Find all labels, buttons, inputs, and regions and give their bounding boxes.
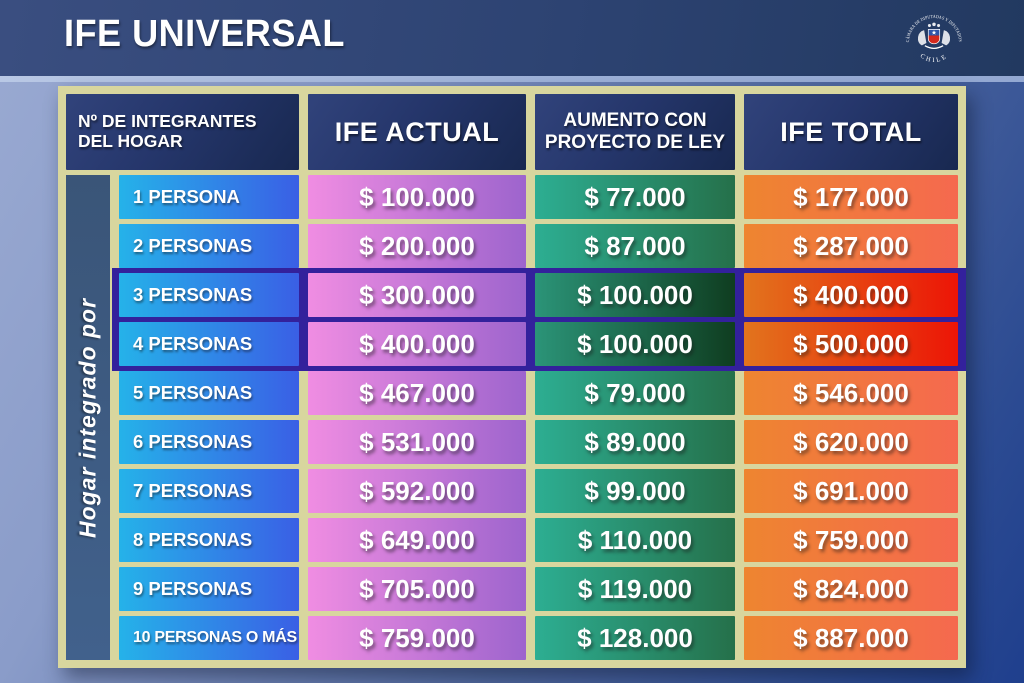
ife-actual-cell: $ 200.000 — [308, 224, 526, 268]
ife-total-cell: $ 546.000 — [744, 371, 958, 415]
row-group-label: Hogar integrado por — [66, 175, 110, 660]
aumento-cell-highlighted: $ 100.000 — [535, 322, 735, 366]
household-size-cell: 6 PERSONAS — [119, 420, 299, 464]
household-size-cell: 7 PERSONAS — [119, 469, 299, 513]
household-size-cell: 9 PERSONAS — [119, 567, 299, 611]
ife-actual-cell: $ 467.000 — [308, 371, 526, 415]
svg-text:CHILE: CHILE — [919, 52, 950, 64]
ife-total-cell: $ 824.000 — [744, 567, 958, 611]
chamber-seal-graphic: CÁMARA DE DIPUTADAS Y DIPUTADOS CHILE — [905, 14, 963, 64]
aumento-cell: $ 87.000 — [535, 224, 735, 268]
col-header-integrantes: Nº DE INTEGRANTES DEL HOGAR — [66, 94, 299, 170]
aumento-cell: $ 89.000 — [535, 420, 735, 464]
aumento-cell: $ 77.000 — [535, 175, 735, 219]
ife-actual-cell: $ 592.000 — [308, 469, 526, 513]
ife-total-cell-highlighted: $ 500.000 — [744, 322, 958, 366]
ife-actual-cell: $ 759.000 — [308, 616, 526, 660]
household-size-cell-highlighted: 3 PERSONAS — [119, 273, 299, 317]
household-size-cell: 10 PERSONAS O MÁS — [119, 616, 299, 660]
header-divider — [0, 76, 1024, 82]
huemul-supporter — [917, 30, 927, 46]
aumento-cell: $ 110.000 — [535, 518, 735, 562]
chamber-seal: CÁMARA DE DIPUTADAS Y DIPUTADOS CHILE — [896, 2, 972, 78]
household-size-cell: 5 PERSONAS — [119, 371, 299, 415]
col-header-ife-actual: IFE ACTUAL — [308, 94, 526, 170]
header-bar: IFE UNIVERSAL CÁMARA DE DIPUTADAS Y DIPU… — [0, 0, 1024, 76]
ife-total-cell: $ 620.000 — [744, 420, 958, 464]
aumento-cell: $ 128.000 — [535, 616, 735, 660]
household-size-cell-highlighted: 4 PERSONAS — [119, 322, 299, 366]
shield-star — [931, 30, 937, 35]
seal-country-text: CHILE — [919, 52, 947, 64]
aumento-cell: $ 119.000 — [535, 567, 735, 611]
ife-total-cell: $ 691.000 — [744, 469, 958, 513]
ife-total-cell: $ 287.000 — [744, 224, 958, 268]
col-header-aumento: AUMENTO CON PROYECTO DE LEY — [535, 94, 735, 170]
ife-total-cell: $ 177.000 — [744, 175, 958, 219]
aumento-cell: $ 99.000 — [535, 469, 735, 513]
seal-scroll — [924, 45, 944, 49]
household-size-cell: 1 PERSONA — [119, 175, 299, 219]
ife-total-cell: $ 759.000 — [744, 518, 958, 562]
page-title: IFE UNIVERSAL — [64, 13, 345, 55]
shield-red-field — [928, 35, 940, 44]
ife-actual-cell: $ 531.000 — [308, 420, 526, 464]
ife-total-cell-highlighted: $ 400.000 — [744, 273, 958, 317]
benefits-grid: Nº DE INTEGRANTES DEL HOGAR IFE ACTUAL A… — [66, 94, 958, 660]
ife-actual-cell: $ 100.000 — [308, 175, 526, 219]
ife-total-cell: $ 887.000 — [744, 616, 958, 660]
ife-actual-cell: $ 705.000 — [308, 567, 526, 611]
ife-actual-cell-highlighted: $ 300.000 — [308, 273, 526, 317]
benefits-table: Nº DE INTEGRANTES DEL HOGAR IFE ACTUAL A… — [58, 86, 966, 668]
household-size-cell: 2 PERSONAS — [119, 224, 299, 268]
aumento-cell-highlighted: $ 100.000 — [535, 273, 735, 317]
coat-of-arms — [917, 22, 951, 49]
col-header-ife-total: IFE TOTAL — [744, 94, 958, 170]
household-size-cell: 8 PERSONAS — [119, 518, 299, 562]
ife-actual-cell: $ 649.000 — [308, 518, 526, 562]
aumento-cell: $ 79.000 — [535, 371, 735, 415]
condor-supporter — [941, 30, 951, 46]
ife-actual-cell-highlighted: $ 400.000 — [308, 322, 526, 366]
